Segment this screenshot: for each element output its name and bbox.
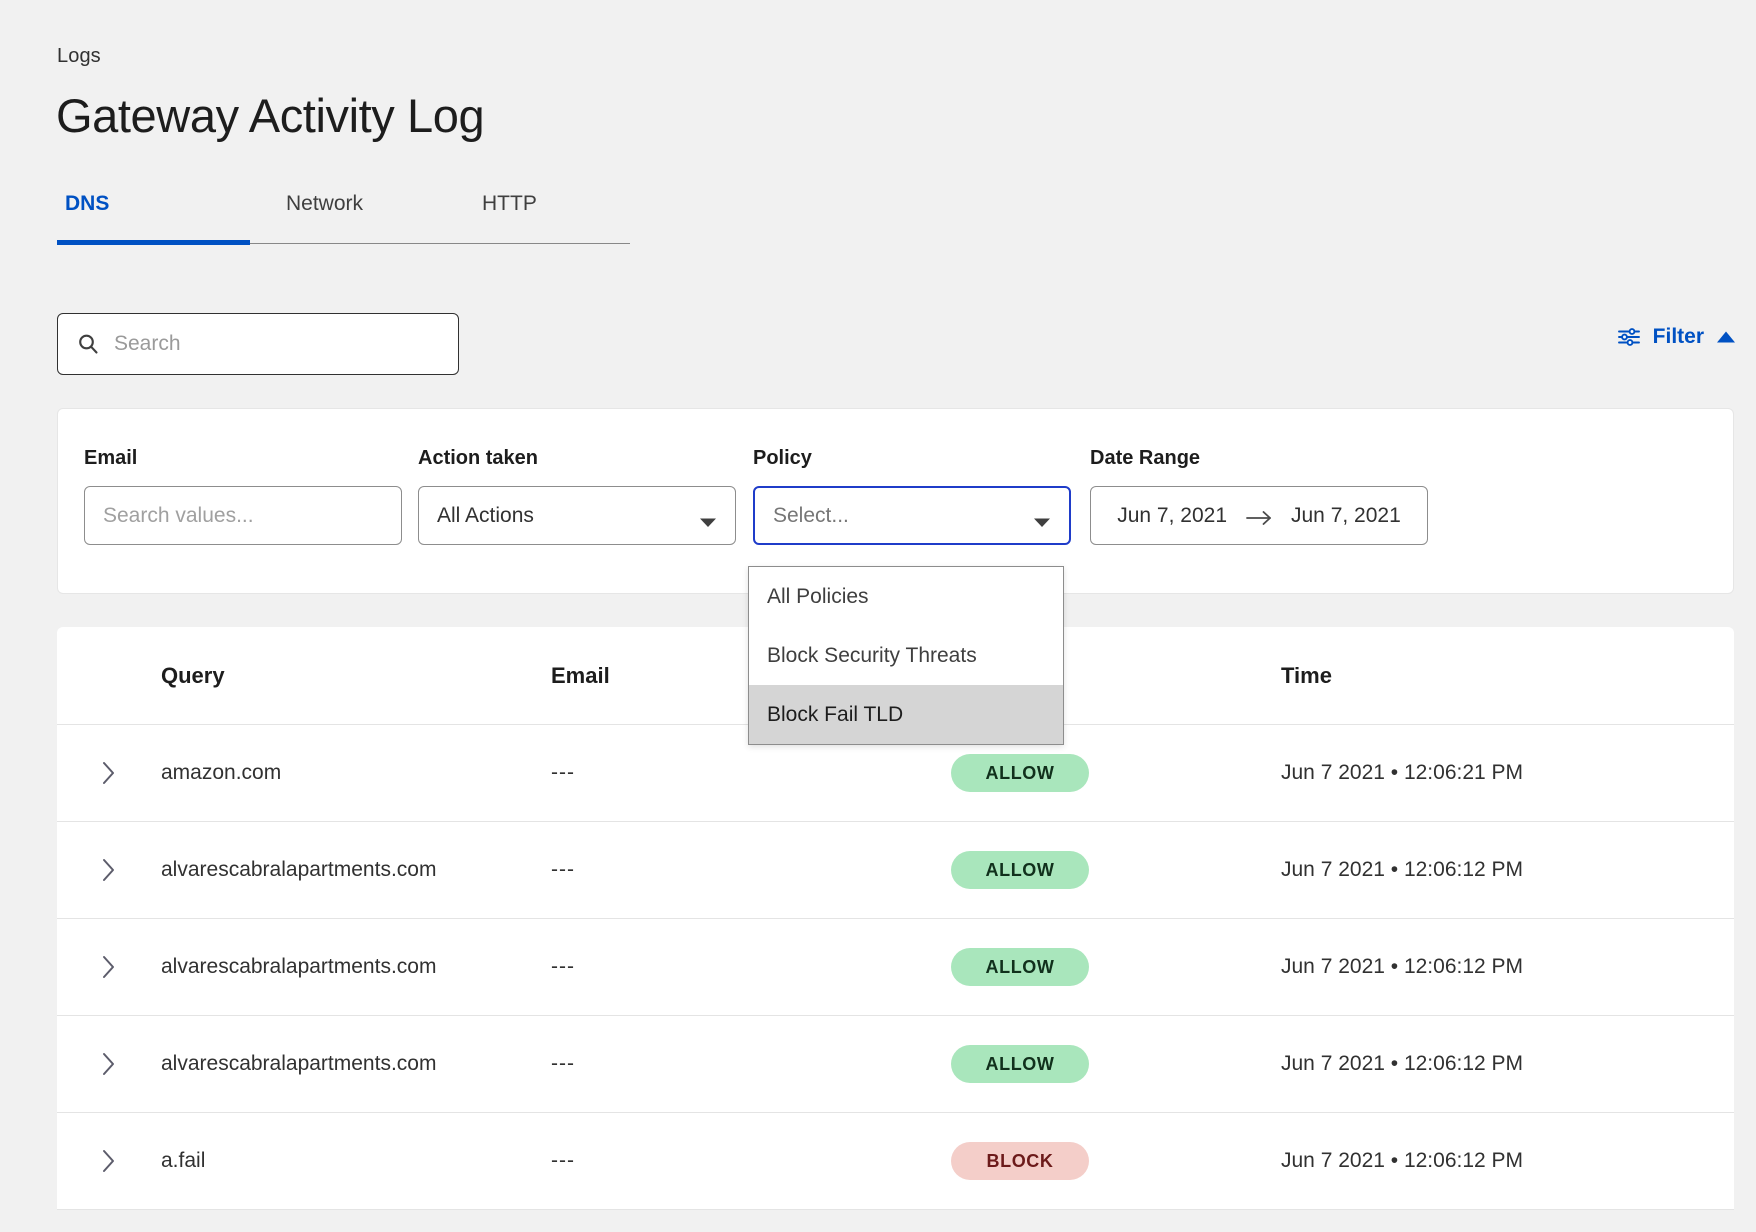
tab-active-indicator — [57, 240, 250, 245]
row-action: ALLOW — [951, 948, 1281, 986]
status-badge: ALLOW — [951, 948, 1089, 986]
row-email: --- — [551, 858, 575, 881]
date-range-field-label: Date Range — [1090, 447, 1201, 469]
row-time: Jun 7 2021 • 12:06:21 PM — [1281, 761, 1524, 784]
filter-toggle-button[interactable]: Filter — [1617, 325, 1736, 349]
search-icon — [76, 332, 100, 356]
row-action: BLOCK — [951, 1142, 1281, 1180]
search-input[interactable] — [114, 332, 440, 356]
filter-panel: Email Action taken All Actions Policy Se… — [57, 408, 1734, 594]
status-badge: BLOCK — [951, 1142, 1089, 1180]
policy-selected-value: Select... — [773, 503, 849, 527]
action-taken-field-label: Action taken — [418, 447, 539, 469]
chevron-right-icon — [101, 1051, 117, 1077]
chevron-down-icon — [1033, 510, 1051, 527]
row-email: --- — [551, 1052, 575, 1075]
table-row[interactable]: a.fail --- BLOCK Jun 7 2021 • 12:06:12 P… — [57, 1113, 1734, 1210]
action-taken-select[interactable]: All Actions — [418, 486, 736, 545]
row-time: Jun 7 2021 • 12:06:12 PM — [1281, 858, 1524, 881]
sliders-icon — [1617, 325, 1641, 349]
tab-http[interactable]: HTTP — [482, 192, 537, 215]
date-range-picker[interactable]: Jun 7, 2021 Jun 7, 2021 — [1090, 486, 1428, 545]
row-expand-button[interactable] — [57, 1051, 161, 1077]
table-header-email: Email — [551, 662, 610, 688]
filter-label: Filter — [1652, 325, 1704, 348]
chevron-right-icon — [101, 954, 117, 980]
row-time: Jun 7 2021 • 12:06:12 PM — [1281, 955, 1524, 978]
row-query: alvarescabralapartments.com — [161, 1052, 437, 1075]
tab-bar: DNS Network HTTP — [57, 190, 630, 260]
policy-dropdown-menu: All Policies Block Security Threats Bloc… — [748, 566, 1064, 745]
row-email: --- — [551, 1149, 575, 1172]
email-input-wrapper[interactable] — [84, 486, 402, 545]
chevron-down-icon — [699, 510, 717, 527]
row-time: Jun 7 2021 • 12:06:12 PM — [1281, 1052, 1524, 1075]
chevron-right-icon — [101, 760, 117, 786]
tab-dns[interactable]: DNS — [65, 192, 110, 215]
row-query: alvarescabralapartments.com — [161, 858, 437, 881]
status-badge: ALLOW — [951, 754, 1089, 792]
row-query: alvarescabralapartments.com — [161, 955, 437, 978]
table-header-time: Time — [1281, 662, 1332, 688]
policy-select[interactable]: Select... — [753, 486, 1071, 545]
row-email: --- — [551, 761, 575, 784]
status-badge: ALLOW — [951, 1045, 1089, 1083]
policy-option-all-policies[interactable]: All Policies — [749, 567, 1063, 626]
action-taken-selected-value: All Actions — [437, 503, 534, 527]
row-time: Jun 7 2021 • 12:06:12 PM — [1281, 1149, 1524, 1172]
search-box[interactable] — [57, 313, 459, 375]
arrow-right-icon — [1245, 508, 1273, 525]
table-row[interactable]: alvarescabralapartments.com --- ALLOW Ju… — [57, 919, 1734, 1016]
policy-option-block-fail-tld[interactable]: Block Fail TLD — [749, 685, 1063, 744]
policy-field-label: Policy — [753, 447, 812, 469]
row-action: ALLOW — [951, 1045, 1281, 1083]
email-input[interactable] — [103, 503, 383, 528]
row-expand-button[interactable] — [57, 1148, 161, 1174]
table-row[interactable]: amazon.com --- ALLOW Jun 7 2021 • 12:06:… — [57, 725, 1734, 822]
table-header-query: Query — [161, 662, 225, 688]
chevron-right-icon — [101, 857, 117, 883]
table-row[interactable]: alvarescabralapartments.com --- ALLOW Ju… — [57, 822, 1734, 919]
tab-bar-divider — [57, 243, 630, 244]
table-row[interactable]: alvarescabralapartments.com --- ALLOW Ju… — [57, 1016, 1734, 1113]
filter-field-date-range: Date Range Jun 7, 2021 Jun 7, 2021 — [1090, 447, 1430, 545]
filter-field-email: Email — [84, 447, 418, 545]
policy-option-block-security-threats[interactable]: Block Security Threats — [749, 626, 1063, 685]
row-expand-button[interactable] — [57, 857, 161, 883]
row-expand-button[interactable] — [57, 954, 161, 980]
date-range-end[interactable]: Jun 7, 2021 — [1291, 503, 1401, 527]
breadcrumb: Logs — [57, 45, 101, 67]
row-action: ALLOW — [951, 754, 1281, 792]
date-range-start[interactable]: Jun 7, 2021 — [1117, 503, 1227, 527]
chevron-up-icon — [1716, 330, 1736, 344]
tab-network[interactable]: Network — [286, 192, 364, 215]
status-badge: ALLOW — [951, 851, 1089, 889]
filter-field-action-taken: Action taken All Actions — [418, 447, 753, 545]
chevron-right-icon — [101, 1148, 117, 1174]
row-expand-button[interactable] — [57, 760, 161, 786]
row-action: ALLOW — [951, 851, 1281, 889]
row-email: --- — [551, 955, 575, 978]
row-query: a.fail — [161, 1149, 206, 1172]
row-query: amazon.com — [161, 761, 282, 784]
page-title: Gateway Activity Log — [56, 89, 485, 142]
email-field-label: Email — [84, 447, 138, 469]
filter-field-policy: Policy Select... — [753, 447, 1090, 545]
